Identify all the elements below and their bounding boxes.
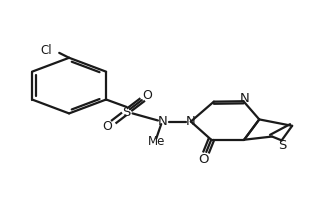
Text: S: S [278, 139, 287, 152]
Text: N: N [240, 92, 250, 105]
Text: S: S [122, 106, 131, 119]
Text: O: O [103, 120, 113, 133]
Text: N: N [186, 115, 196, 128]
Text: Cl: Cl [40, 44, 52, 57]
Text: O: O [142, 89, 152, 102]
Text: Me: Me [148, 135, 165, 148]
Text: N: N [158, 115, 168, 128]
Text: O: O [199, 153, 209, 165]
